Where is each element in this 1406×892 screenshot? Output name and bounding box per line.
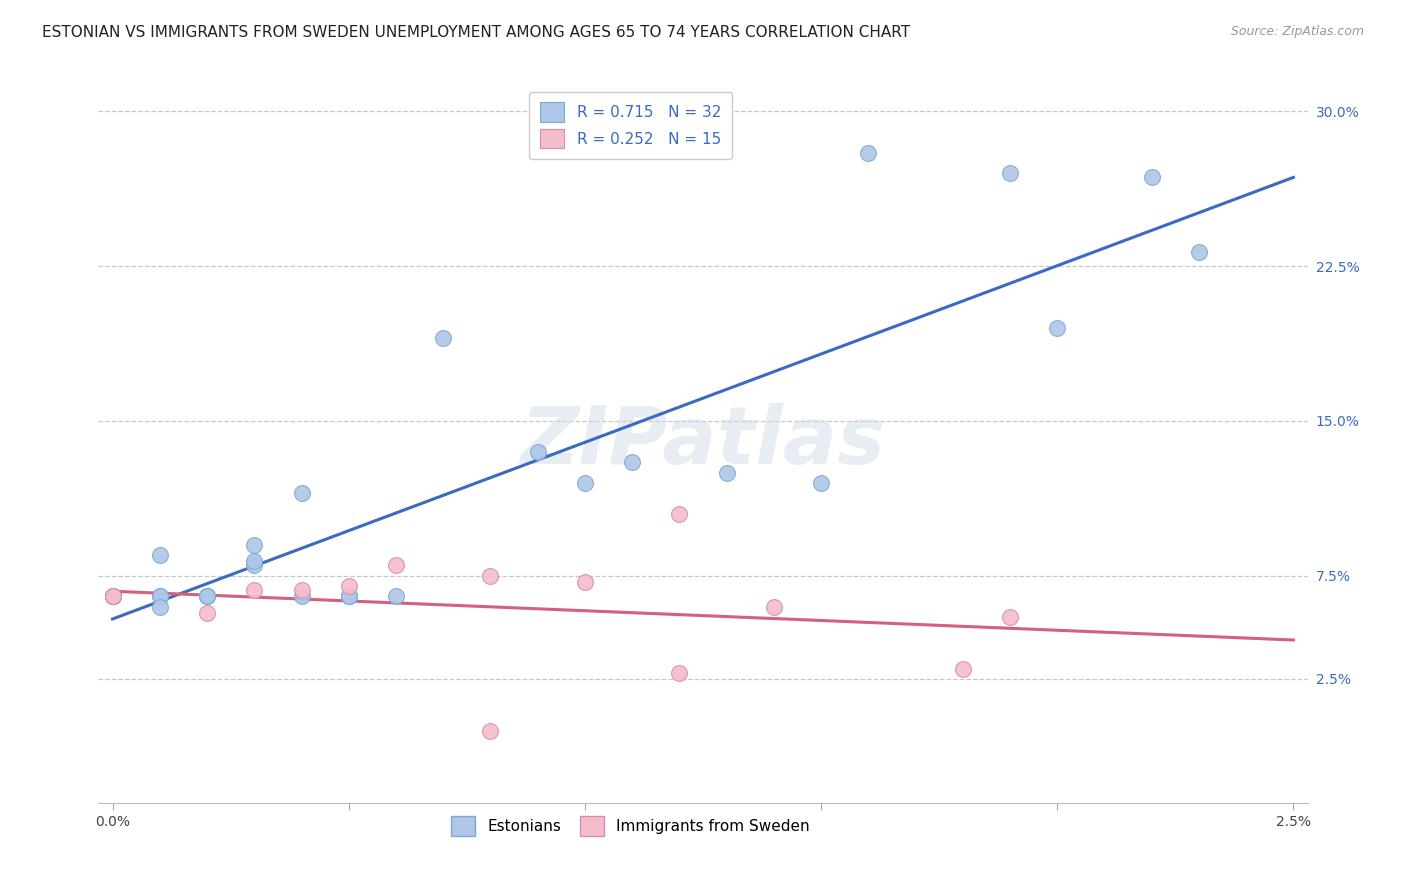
Point <box>243 554 266 568</box>
Point <box>716 466 738 480</box>
Point <box>195 606 218 620</box>
Point <box>1188 244 1211 259</box>
Point <box>195 590 218 604</box>
Point <box>101 590 124 604</box>
Point <box>149 590 172 604</box>
Point <box>810 475 832 490</box>
Point <box>526 445 548 459</box>
Point <box>668 507 690 521</box>
Text: Source: ZipAtlas.com: Source: ZipAtlas.com <box>1230 25 1364 38</box>
Point <box>290 486 312 500</box>
Point <box>101 590 124 604</box>
Point <box>101 590 124 604</box>
Text: ESTONIAN VS IMMIGRANTS FROM SWEDEN UNEMPLOYMENT AMONG AGES 65 TO 74 YEARS CORREL: ESTONIAN VS IMMIGRANTS FROM SWEDEN UNEMP… <box>42 25 910 40</box>
Point <box>149 590 172 604</box>
Point <box>337 590 360 604</box>
Point <box>149 548 172 562</box>
Text: ZIPatlas: ZIPatlas <box>520 402 886 481</box>
Point <box>195 590 218 604</box>
Point <box>479 568 502 582</box>
Point <box>195 590 218 604</box>
Point <box>290 590 312 604</box>
Point <box>243 558 266 573</box>
Point <box>337 579 360 593</box>
Point <box>1140 170 1163 185</box>
Point <box>574 475 596 490</box>
Point <box>290 583 312 598</box>
Point <box>998 166 1021 180</box>
Point <box>385 558 408 573</box>
Point <box>1046 321 1069 335</box>
Point <box>952 662 974 676</box>
Point <box>243 538 266 552</box>
Point <box>762 599 785 614</box>
Point <box>149 599 172 614</box>
Point <box>337 590 360 604</box>
Point <box>858 145 880 160</box>
Point <box>432 331 454 345</box>
Point <box>574 574 596 589</box>
Point <box>385 590 408 604</box>
Point <box>621 455 644 469</box>
Point <box>998 610 1021 624</box>
Point <box>479 723 502 738</box>
Point <box>101 590 124 604</box>
Point <box>668 665 690 680</box>
Point <box>101 590 124 604</box>
Point <box>337 590 360 604</box>
Point <box>243 583 266 598</box>
Point <box>101 590 124 604</box>
Point <box>101 590 124 604</box>
Legend: Estonians, Immigrants from Sweden: Estonians, Immigrants from Sweden <box>444 810 815 842</box>
